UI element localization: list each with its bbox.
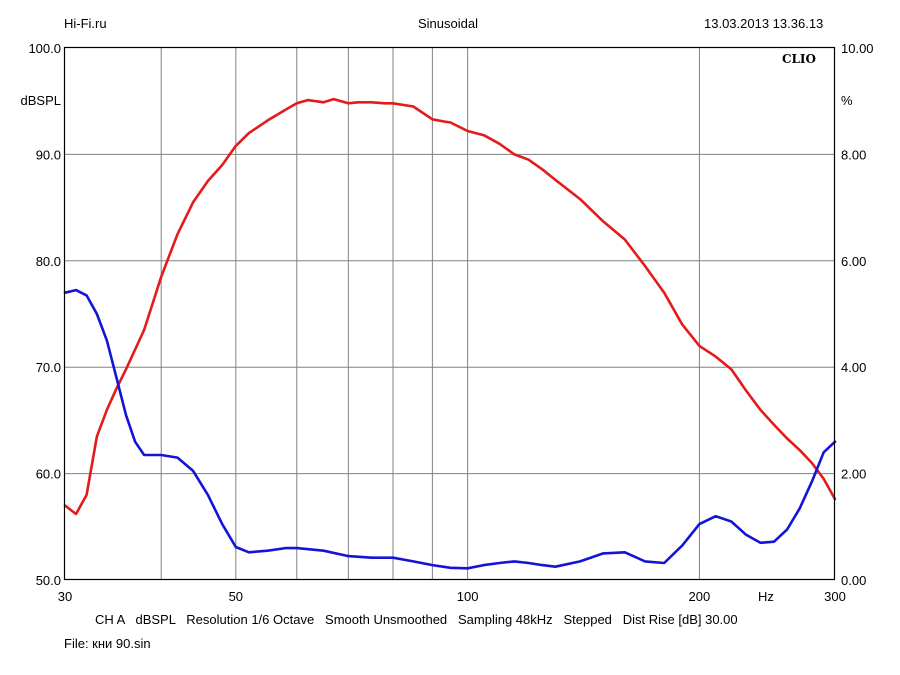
x-tick-label: 200 xyxy=(689,589,711,604)
y-left-axis-label: dBSPL xyxy=(21,93,61,108)
plot-frame xyxy=(63,46,836,581)
y-left-tick-label: 90.0 xyxy=(36,147,61,162)
y-left-tick-label: 60.0 xyxy=(36,467,61,482)
grid xyxy=(65,48,835,580)
x-tick-label: 100 xyxy=(457,589,479,604)
curves xyxy=(63,97,837,570)
y-right-tick-label: 6.00 xyxy=(841,254,866,269)
y-left-tick-label: 80.0 xyxy=(36,254,61,269)
x-axis-label: Hz xyxy=(758,589,774,604)
header-timestamp: 13.03.2013 13.36.13 xyxy=(704,16,824,31)
axis-labels: 50.0 60.0 70.0 80.0 90.0 100.0 0.00 2.00 4.00 6.0… xyxy=(21,41,874,604)
brand-logo: CLIO xyxy=(782,52,816,66)
y-right-tick-label: 8.00 xyxy=(841,147,866,162)
distortion-curve xyxy=(63,288,837,570)
header-mode: Sinusoidal xyxy=(418,16,478,31)
settings-line: CH A dBSPL Resolution 1/6 Octave Smooth … xyxy=(95,612,738,627)
y-right-tick-label: 2.00 xyxy=(841,467,866,482)
y-left-tick-label: 50.0 xyxy=(36,573,61,588)
x-tick-label: 30 xyxy=(58,589,72,604)
y-right-tick-label: 4.00 xyxy=(841,360,866,375)
y-right-tick-label: 10.00 xyxy=(841,41,874,56)
y-left-tick-label: 70.0 xyxy=(36,360,61,375)
y-left-tick-label: 100.0 xyxy=(28,41,61,56)
header-source: Hi-Fi.ru xyxy=(64,16,107,31)
y-right-axis-label: % xyxy=(841,93,853,108)
x-tick-label: 50 xyxy=(229,589,243,604)
file-line: File: кни 90.sin xyxy=(64,636,151,651)
x-tick-label: 300 xyxy=(824,589,846,604)
y-right-tick-label: 0.00 xyxy=(841,573,866,588)
spl-curve xyxy=(63,97,837,516)
